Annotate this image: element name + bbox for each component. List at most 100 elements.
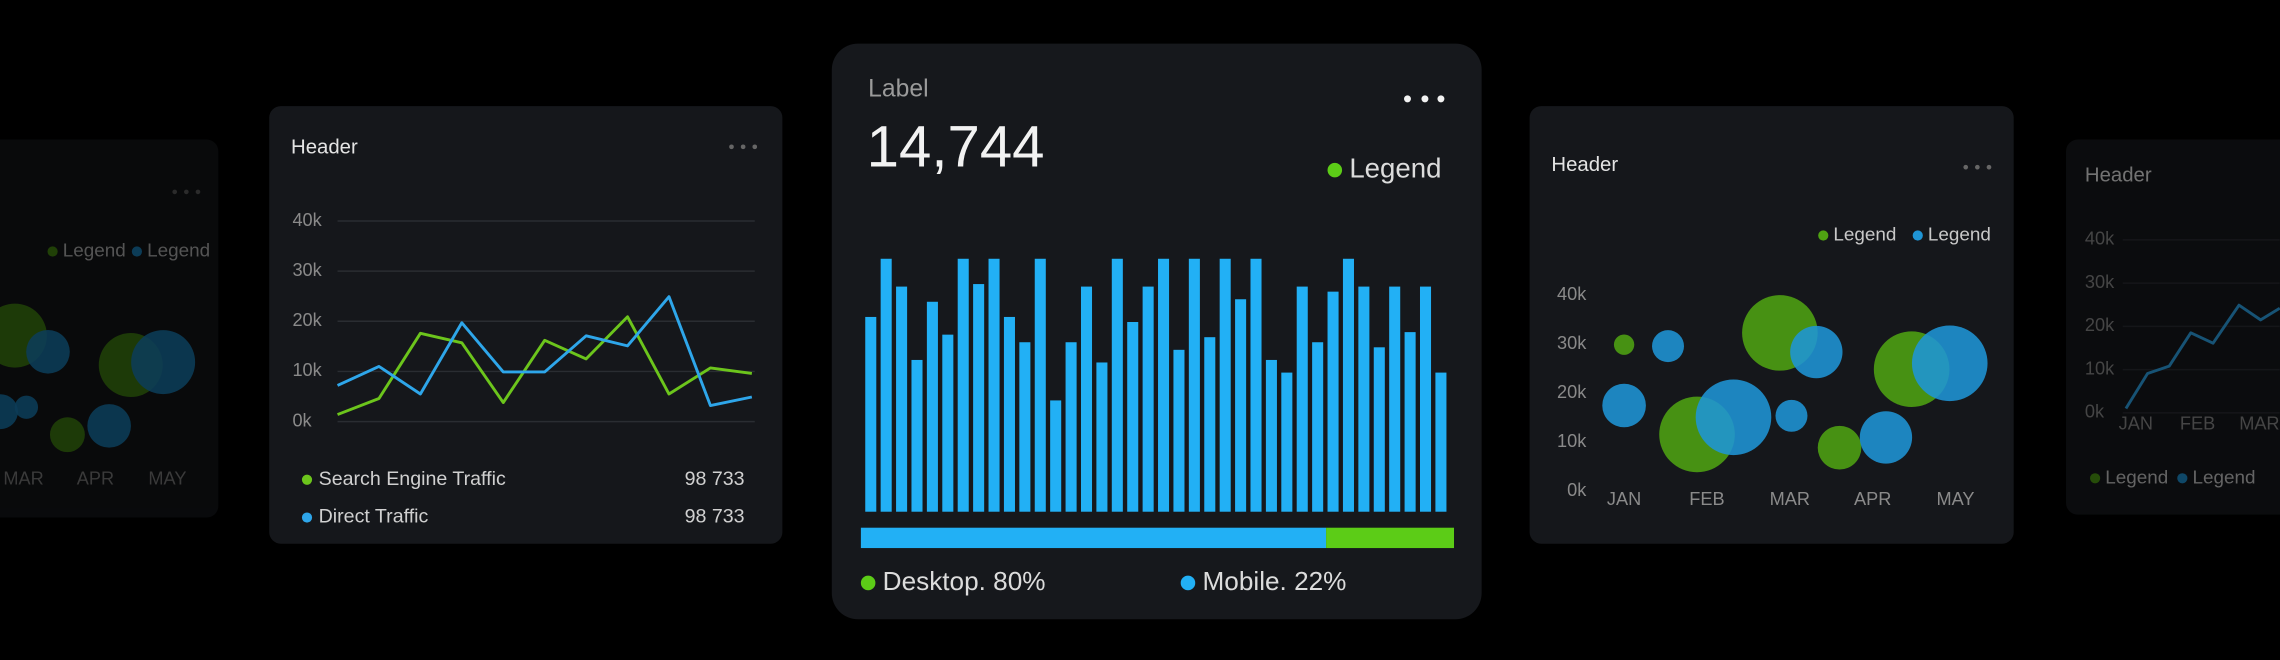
bar bbox=[1265, 359, 1277, 512]
bar bbox=[1173, 349, 1185, 512]
card-background bbox=[269, 106, 783, 544]
bubble bbox=[14, 395, 39, 419]
x-tick-label: MAR bbox=[2239, 413, 2279, 433]
bar bbox=[1235, 299, 1247, 512]
card: Header 0k 10k 20k 30k 40k JAN FEB MAR Legend Legen… bbox=[2066, 139, 2280, 515]
kpi-value: 14,744 bbox=[867, 115, 1045, 180]
bar bbox=[911, 359, 923, 512]
legend-label: Legend bbox=[1833, 224, 1896, 245]
bar bbox=[942, 334, 954, 512]
bubble bbox=[49, 417, 85, 453]
bar bbox=[1250, 258, 1262, 512]
x-tick-label: APR bbox=[77, 469, 114, 489]
bubble bbox=[98, 333, 163, 398]
legend-dot bbox=[301, 474, 313, 485]
y-tick-label: 40k bbox=[2085, 229, 2115, 249]
bar bbox=[1158, 258, 1170, 512]
legend-label: Search Engine Traffic bbox=[319, 468, 506, 490]
legend-dot bbox=[1818, 230, 1829, 241]
legend-dot bbox=[2177, 473, 2188, 484]
bar bbox=[1127, 322, 1139, 512]
menu-dot bbox=[1437, 95, 1445, 103]
bubble bbox=[1652, 330, 1685, 363]
x-tick-label: MAR bbox=[3, 469, 43, 489]
bar bbox=[1065, 342, 1077, 512]
bar bbox=[1404, 332, 1416, 512]
segment-label: Desktop. 80% bbox=[883, 566, 1046, 596]
bar bbox=[1281, 372, 1293, 512]
bar bbox=[1296, 286, 1308, 512]
legend-dot bbox=[2090, 473, 2101, 484]
bar bbox=[1219, 258, 1231, 512]
bar bbox=[1003, 316, 1015, 512]
bubble bbox=[1790, 325, 1843, 379]
y-tick-label: 10k bbox=[2085, 358, 2115, 378]
menu-dot bbox=[1404, 95, 1411, 103]
legend-dot bbox=[131, 246, 143, 257]
card: Header 0k 10k 20k 30k 40k JAN FEB MAR APR MAY Legen… bbox=[1529, 106, 2014, 544]
bar bbox=[1188, 258, 1200, 512]
bar bbox=[973, 284, 985, 512]
menu-dot bbox=[172, 189, 178, 195]
bubble bbox=[1775, 399, 1808, 432]
line-series bbox=[337, 315, 753, 416]
bar bbox=[1096, 362, 1108, 512]
bar bbox=[988, 258, 1000, 512]
legend-label: Legend bbox=[147, 240, 210, 261]
bubble bbox=[0, 394, 18, 430]
legend-value: 98 733 bbox=[685, 506, 745, 528]
bar bbox=[1435, 372, 1447, 512]
line-series bbox=[2124, 303, 2280, 410]
bar bbox=[1050, 400, 1062, 512]
bar bbox=[880, 258, 892, 512]
kpi-label: Label bbox=[868, 76, 928, 103]
progress-segment bbox=[1326, 527, 1455, 549]
bar bbox=[1019, 342, 1031, 512]
legend-dot bbox=[301, 512, 313, 523]
card-header: Header bbox=[1551, 154, 1618, 176]
y-tick-label: 20k bbox=[2085, 315, 2115, 335]
x-tick-label: APR bbox=[1854, 489, 1891, 509]
y-tick-label: 10k bbox=[1557, 431, 1587, 451]
legend-label: Legend bbox=[2105, 467, 2168, 488]
bar bbox=[1373, 347, 1385, 512]
legend-label: Direct Traffic bbox=[319, 506, 429, 528]
bar bbox=[1389, 286, 1401, 512]
bar bbox=[1312, 342, 1324, 512]
bar bbox=[957, 258, 969, 512]
x-tick-label: MAR bbox=[1770, 489, 1810, 509]
card: Header 0k 10k 20k 30k 40k Search Engine Traffi… bbox=[269, 106, 783, 544]
y-tick-label: 40k bbox=[1557, 284, 1587, 304]
menu-dot bbox=[1421, 95, 1429, 103]
legend-label: Legend bbox=[2193, 467, 2256, 488]
bubble bbox=[0, 303, 47, 368]
bar bbox=[926, 301, 938, 512]
menu-dot bbox=[729, 144, 734, 150]
bar bbox=[1342, 258, 1354, 512]
y-tick-label: 0k bbox=[2085, 402, 2105, 422]
y-tick-label: 0k bbox=[1567, 480, 1587, 500]
legend-dot bbox=[47, 246, 58, 257]
menu-dot bbox=[740, 144, 746, 150]
legend-label: Legend bbox=[1349, 152, 1441, 183]
bubble bbox=[1695, 379, 1772, 456]
y-tick-label: 0k bbox=[292, 410, 312, 430]
menu-dot bbox=[1963, 164, 1969, 170]
bubble bbox=[26, 329, 70, 374]
bar bbox=[1419, 286, 1432, 512]
menu-dot bbox=[1986, 164, 1992, 170]
legend-dot bbox=[1912, 230, 1923, 241]
bar bbox=[1111, 258, 1123, 512]
y-tick-label: 10k bbox=[292, 360, 322, 380]
bar bbox=[1358, 286, 1370, 512]
bubble bbox=[87, 404, 131, 448]
progress-segment bbox=[860, 527, 1327, 549]
bubble bbox=[1817, 425, 1862, 470]
x-tick-label: MAY bbox=[148, 469, 186, 489]
bubble bbox=[1859, 411, 1913, 464]
legend-dot bbox=[1327, 162, 1343, 178]
y-tick-label: 20k bbox=[292, 310, 322, 330]
bubble bbox=[1602, 383, 1646, 428]
